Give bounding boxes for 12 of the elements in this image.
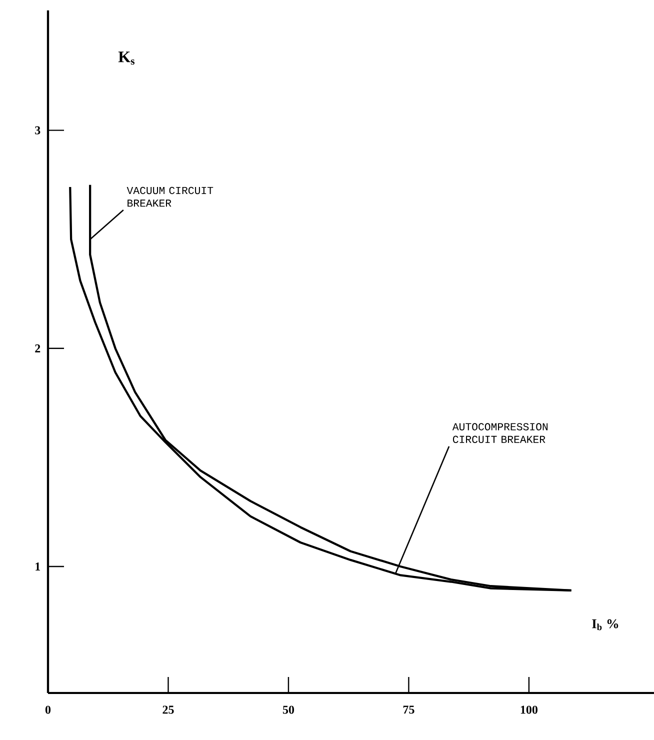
x-tick-label: 0 — [45, 706, 51, 714]
x-axis-title: I$_{b}$ % — [592, 619, 618, 630]
x-tick-label: 100 — [520, 706, 538, 714]
y-tick-label: 1 — [36, 562, 40, 570]
x-tick-label: 25 — [162, 706, 174, 714]
y-axis-title: K$_{s}$ — [118, 52, 134, 65]
x-tick-label: 50 — [282, 706, 294, 714]
annotation: VACUUM CIRCUIT BREAKER — [126, 186, 214, 207]
y-tick-label: 2 — [35, 344, 40, 352]
annotation: AUTOCOMPRESSION CIRCUIT BREAKER — [452, 423, 548, 444]
x-tick-label: 75 — [403, 706, 414, 714]
y-tick-label: 3 — [35, 126, 40, 134]
